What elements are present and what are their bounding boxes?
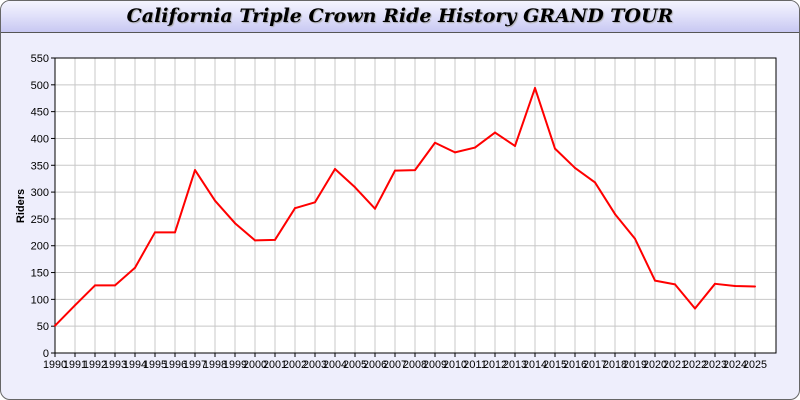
y-tick-label: 550 [31,53,49,65]
data-point [254,239,256,242]
data-point [514,144,516,147]
x-tick-label: 1995 [143,359,167,371]
y-tick-label: 300 [31,187,49,199]
x-tick-label: 2022 [683,359,707,371]
y-tick-label: 350 [31,160,49,172]
data-point [234,222,236,225]
data-point [334,168,336,171]
x-tick-label: 2023 [703,359,727,371]
grid [54,57,776,354]
data-point [674,283,676,286]
x-tick-label: 1994 [123,359,147,371]
x-tick-label: 2018 [603,359,627,371]
data-point [434,141,436,144]
x-tick-label: 2015 [543,359,567,371]
x-tick-label: 1999 [223,359,247,371]
chart-title: California Triple Crown Ride History GRA… [126,5,674,27]
x-tick-label: 1997 [183,359,207,371]
x-tick-label: 2019 [623,359,647,371]
x-tick-label: 2005 [343,359,367,371]
data-point [594,181,596,184]
x-tick-label: 1996 [163,359,187,371]
data-point [694,307,696,310]
series-line [54,87,756,327]
x-tick-label: 2008 [403,359,427,371]
x-tick-label: 2024 [723,359,747,371]
y-tick-label: 450 [31,107,49,119]
y-tick-label: 50 [37,321,49,333]
data-point [734,284,736,287]
data-point [54,324,56,327]
data-point [554,147,556,150]
x-tick-label: 2007 [383,359,407,371]
data-point [614,213,616,216]
data-point [154,231,156,234]
x-tick-label: 2006 [363,359,387,371]
y-tick-label: 250 [31,214,49,226]
data-point [94,284,96,287]
data-point [194,169,196,172]
x-tick-label: 1990 [43,359,67,371]
x-axis-ticks: 1990199119921993199419951996199719981999… [43,353,767,371]
x-tick-label: 1992 [83,359,107,371]
x-tick-label: 2016 [563,359,587,371]
x-tick-label: 2004 [323,359,347,371]
x-tick-label: 2011 [463,359,487,371]
y-tick-label: 500 [31,80,49,92]
data-point [574,166,576,169]
x-tick-label: 1993 [103,359,127,371]
y-tick-label: 200 [31,241,49,253]
data-point [474,146,476,149]
data-point [174,231,176,234]
x-tick-label: 1991 [63,359,87,371]
data-point [394,169,396,172]
y-axis-ticks: 0 50 100 150 200 250 300 350 400 450 500 550 [31,53,55,360]
title-bar: California Triple Crown Ride History GRA… [1,1,799,33]
x-tick-label: 2012 [483,359,507,371]
data-point [274,238,276,241]
data-point [374,207,376,210]
y-tick-label: 150 [31,268,49,280]
x-tick-label: 2013 [503,359,527,371]
data-point [454,151,456,154]
data-point [114,284,116,287]
data-point [314,201,316,204]
data-point [534,87,536,90]
data-point [654,279,656,282]
x-tick-label: 2025 [743,359,767,371]
y-tick-label: 0 [43,348,49,360]
x-tick-label: 2009 [423,359,447,371]
data-point [414,169,416,172]
data-point [74,304,76,307]
data-point [494,131,496,134]
x-tick-label: 2014 [523,359,547,371]
x-tick-label: 2003 [303,359,327,371]
x-tick-label: 2010 [443,359,467,371]
x-tick-label: 2020 [643,359,667,371]
x-tick-label: 2001 [263,359,287,371]
data-point [754,285,756,288]
data-point [294,207,296,210]
y-tick-label: 100 [31,294,49,306]
y-axis-label: Riders [15,189,27,223]
x-tick-label: 2002 [283,359,307,371]
x-tick-label: 1998 [203,359,227,371]
x-tick-label: 2021 [663,359,687,371]
data-point [714,282,716,285]
x-tick-label: 2017 [583,359,607,371]
data-point [354,186,356,189]
data-point [134,266,136,269]
series [54,87,756,327]
data-point [214,199,216,202]
y-tick-label: 400 [31,133,49,145]
data-point [634,237,636,240]
x-tick-label: 2000 [243,359,267,371]
